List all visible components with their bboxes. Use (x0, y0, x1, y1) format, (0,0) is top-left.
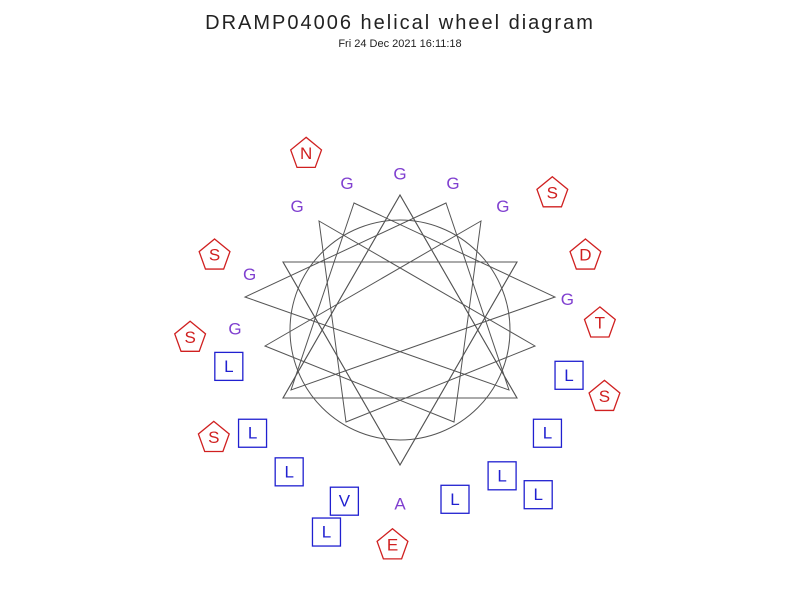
residue-label: A (394, 494, 406, 513)
helical-wheel-svg: GGGGGGGGANSSSSDTSELLLVLLLLLL (0, 0, 800, 600)
residue-label: L (533, 485, 542, 504)
residue-label: N (300, 144, 312, 163)
residue-label: G (446, 174, 459, 193)
residue-label: G (393, 164, 406, 183)
residue-label: L (497, 466, 506, 485)
residue-label: T (595, 314, 605, 333)
residue-label: D (579, 246, 591, 265)
residue-label: E (387, 535, 398, 554)
residue-label: V (339, 492, 351, 511)
residue-label: L (450, 490, 459, 509)
residue-label: S (208, 428, 219, 447)
residue-label: S (599, 387, 610, 406)
residue-label: L (543, 424, 552, 443)
residue-label: S (209, 246, 220, 265)
residue-label: L (284, 462, 293, 481)
residue-label: G (340, 174, 353, 193)
residue-label: G (243, 265, 256, 284)
residue-label: S (184, 328, 195, 347)
residue-label: L (224, 357, 233, 376)
residue-label: G (228, 319, 241, 338)
residue-label: G (496, 197, 509, 216)
residue-label: G (561, 290, 574, 309)
residue-label: L (322, 523, 331, 542)
residue-label: S (547, 183, 558, 202)
residue-label: L (248, 424, 257, 443)
residue-label: L (564, 366, 573, 385)
residue-label: G (291, 197, 304, 216)
